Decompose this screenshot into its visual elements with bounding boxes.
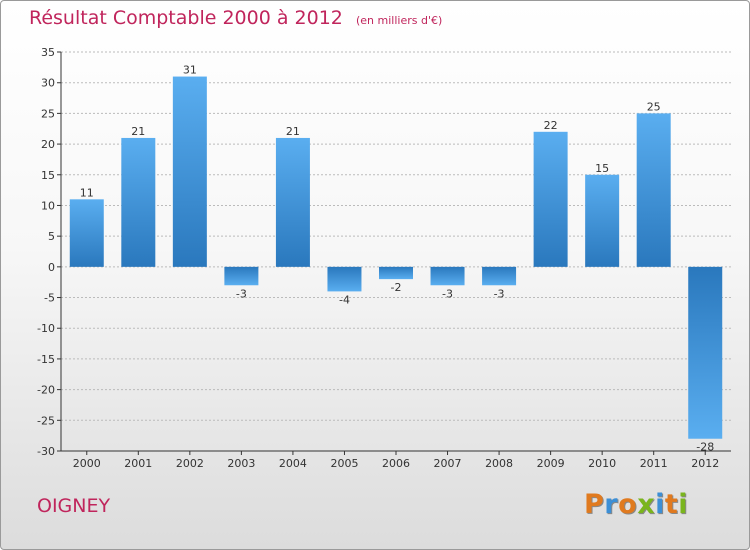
y-tick-label: 30 <box>41 77 55 90</box>
bar-2006 <box>379 266 413 280</box>
y-tick-label: 10 <box>41 199 55 212</box>
data-label-2010: 15 <box>595 162 609 175</box>
x-tick-label-2010: 2010 <box>588 457 616 470</box>
bar-2002 <box>172 76 207 267</box>
y-tick-label: 20 <box>41 138 55 151</box>
commune-name: OIGNEY <box>37 495 111 517</box>
brand-letter: r <box>604 489 619 520</box>
data-label-2007: -3 <box>442 287 453 300</box>
data-label-2012: -28 <box>696 441 714 454</box>
y-tick-label: -10 <box>37 322 55 335</box>
x-tick-label-2003: 2003 <box>227 457 255 470</box>
x-tick-label-2004: 2004 <box>279 457 307 470</box>
data-label-2006: -2 <box>391 281 402 294</box>
bar-2003 <box>224 266 259 286</box>
title-row: Résultat Comptable 2000 à 2012 (en milli… <box>29 7 442 29</box>
y-tick-label: 15 <box>41 169 55 182</box>
bar-2007 <box>430 266 465 286</box>
data-label-2001: 21 <box>131 125 145 138</box>
brand-letter: i <box>655 489 665 520</box>
chart-title: Résultat Comptable 2000 à 2012 <box>29 7 343 29</box>
x-tick-label-2008: 2008 <box>485 457 513 470</box>
data-label-2009: 22 <box>544 119 558 132</box>
bar-2000 <box>69 199 104 267</box>
y-tick-label: -30 <box>37 445 55 458</box>
y-tick-label: 25 <box>41 107 55 120</box>
x-tick-label-2002: 2002 <box>176 457 204 470</box>
x-tick-label-2005: 2005 <box>330 457 358 470</box>
x-tick-label-2009: 2009 <box>537 457 565 470</box>
bar-2008 <box>482 266 517 286</box>
data-label-2011: 25 <box>647 100 661 113</box>
y-tick-label: -20 <box>37 384 55 397</box>
x-tick-label-2012: 2012 <box>691 457 719 470</box>
bar-2012 <box>688 266 723 439</box>
brand-letter: P <box>584 489 605 520</box>
x-tick-label-2000: 2000 <box>73 457 101 470</box>
bar-2009 <box>533 131 568 267</box>
y-tick-label: 35 <box>41 46 55 59</box>
bar-2001 <box>121 137 156 267</box>
data-label-2004: 21 <box>286 125 300 138</box>
y-tick-label: -5 <box>44 292 55 305</box>
brand-letter: i <box>678 489 689 520</box>
bar-2005 <box>327 266 362 292</box>
bar-2011 <box>636 113 671 267</box>
x-tick-label-2007: 2007 <box>434 457 462 470</box>
data-label-2002: 31 <box>183 64 197 77</box>
x-tick-label-2001: 2001 <box>124 457 152 470</box>
x-tick-label-2006: 2006 <box>382 457 410 470</box>
x-tick-label-2011: 2011 <box>640 457 668 470</box>
data-label-2008: -3 <box>494 287 505 300</box>
bar-2010 <box>585 174 620 267</box>
bar-2004 <box>275 137 310 267</box>
proxiti-logo: Proxiti <box>584 489 688 520</box>
chart-subtitle: (en milliers d'€) <box>355 14 443 27</box>
brand-letter: x <box>637 489 656 520</box>
data-label-2005: -4 <box>339 293 350 306</box>
brand-letter: o <box>618 489 638 520</box>
y-tick-label: 0 <box>48 261 55 274</box>
data-label-2000: 11 <box>80 186 94 199</box>
y-tick-label: 5 <box>48 230 55 243</box>
y-tick-label: -15 <box>37 353 55 366</box>
y-tick-label: -25 <box>37 414 55 427</box>
data-label-2003: -3 <box>236 287 247 300</box>
brand-letter: t <box>664 489 679 520</box>
